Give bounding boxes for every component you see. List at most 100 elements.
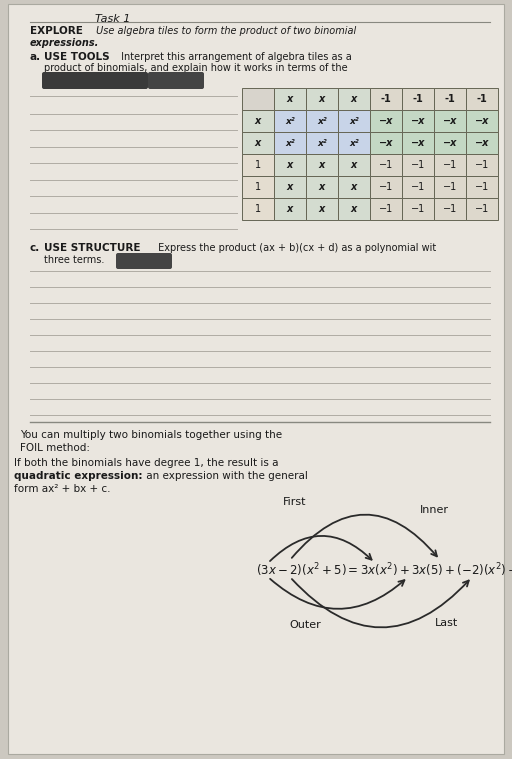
Text: expressions.: expressions. xyxy=(30,38,99,48)
Text: -1: -1 xyxy=(444,94,455,104)
Bar xyxy=(434,198,466,220)
Text: −1: −1 xyxy=(475,182,489,192)
Text: x: x xyxy=(287,94,293,104)
Text: −x: −x xyxy=(379,138,393,148)
Bar xyxy=(274,110,306,132)
Bar xyxy=(434,176,466,198)
Bar xyxy=(466,132,498,154)
Text: three terms.: three terms. xyxy=(44,255,104,265)
Text: −1: −1 xyxy=(475,204,489,214)
Text: −x: −x xyxy=(411,116,425,126)
FancyBboxPatch shape xyxy=(8,4,504,754)
Text: −1: −1 xyxy=(379,182,393,192)
Text: Task 1: Task 1 xyxy=(95,14,131,24)
Bar xyxy=(338,154,370,176)
Text: USE TOOLS: USE TOOLS xyxy=(44,52,110,62)
Bar xyxy=(402,132,434,154)
Text: x²: x² xyxy=(285,138,295,147)
Bar xyxy=(242,110,274,132)
Text: x: x xyxy=(287,182,293,192)
Text: FOIL method:: FOIL method: xyxy=(20,443,90,453)
Bar xyxy=(434,132,466,154)
FancyBboxPatch shape xyxy=(42,72,148,89)
Text: a.: a. xyxy=(30,52,41,62)
Bar xyxy=(274,88,306,110)
Text: Distributive Property: Distributive Property xyxy=(48,77,128,86)
Text: Last: Last xyxy=(435,618,458,628)
Text: −1: −1 xyxy=(411,182,425,192)
Text: CSS SMP 5: CSS SMP 5 xyxy=(154,77,195,86)
Bar xyxy=(306,176,338,198)
Bar xyxy=(402,154,434,176)
Text: c.: c. xyxy=(30,243,40,253)
Text: x: x xyxy=(287,204,293,214)
Bar xyxy=(338,110,370,132)
Text: −x: −x xyxy=(443,116,457,126)
Text: x: x xyxy=(255,116,261,126)
Text: −1: −1 xyxy=(411,204,425,214)
Text: −1: −1 xyxy=(443,204,457,214)
Text: x²: x² xyxy=(349,138,359,147)
Text: x²: x² xyxy=(317,116,327,125)
Text: x: x xyxy=(255,138,261,148)
Text: Use algebra tiles to form the product of two binomial: Use algebra tiles to form the product of… xyxy=(93,26,356,36)
Bar xyxy=(370,198,402,220)
Text: Interpret this arrangement of algebra tiles as a: Interpret this arrangement of algebra ti… xyxy=(118,52,352,62)
FancyBboxPatch shape xyxy=(116,253,172,269)
Bar xyxy=(274,176,306,198)
Text: $(3x-2)(x^2+5)=3x(x^2)+3x(5)+(-2)(x^2)+(-2)(5)$: $(3x-2)(x^2+5)=3x(x^2)+3x(5)+(-2)(x^2)+(… xyxy=(256,561,512,579)
Bar xyxy=(466,154,498,176)
Bar xyxy=(370,176,402,198)
Bar xyxy=(306,198,338,220)
Text: −1: −1 xyxy=(475,160,489,170)
Text: x: x xyxy=(351,160,357,170)
Bar xyxy=(338,176,370,198)
Text: −x: −x xyxy=(443,138,457,148)
Text: x: x xyxy=(351,94,357,104)
Text: 1: 1 xyxy=(255,204,261,214)
Text: x²: x² xyxy=(317,138,327,147)
Bar xyxy=(306,132,338,154)
Text: quadratic expression:: quadratic expression: xyxy=(14,471,142,481)
Text: 1: 1 xyxy=(255,160,261,170)
FancyBboxPatch shape xyxy=(148,72,204,89)
Text: an expression with the general: an expression with the general xyxy=(143,471,308,481)
Text: You can multiply two binomials together using the: You can multiply two binomials together … xyxy=(20,430,282,440)
Text: −1: −1 xyxy=(379,160,393,170)
Text: −1: −1 xyxy=(443,160,457,170)
Text: x: x xyxy=(319,160,325,170)
Bar xyxy=(274,198,306,220)
Text: x²: x² xyxy=(349,116,359,125)
Text: 1: 1 xyxy=(255,182,261,192)
Text: −x: −x xyxy=(379,116,393,126)
Bar xyxy=(370,132,402,154)
Text: EXPLORE: EXPLORE xyxy=(30,26,83,36)
Bar xyxy=(306,88,338,110)
Bar xyxy=(402,110,434,132)
Text: If both the binomials have degree 1, the result is a: If both the binomials have degree 1, the… xyxy=(14,458,279,468)
Bar xyxy=(338,132,370,154)
Bar xyxy=(242,154,274,176)
Bar xyxy=(274,154,306,176)
Text: x: x xyxy=(319,204,325,214)
Text: −x: −x xyxy=(475,138,489,148)
Bar xyxy=(434,88,466,110)
Text: x: x xyxy=(287,160,293,170)
Bar xyxy=(370,154,402,176)
Bar xyxy=(242,88,274,110)
Text: −x: −x xyxy=(411,138,425,148)
Text: product of binomials, and explain how it works in terms of the: product of binomials, and explain how it… xyxy=(44,63,348,73)
Text: −1: −1 xyxy=(379,204,393,214)
Text: First: First xyxy=(283,497,307,507)
Bar xyxy=(466,198,498,220)
Bar xyxy=(338,88,370,110)
Bar xyxy=(434,154,466,176)
Bar xyxy=(434,110,466,132)
Text: −1: −1 xyxy=(411,160,425,170)
Text: x²: x² xyxy=(285,116,295,125)
Text: x: x xyxy=(351,204,357,214)
Bar xyxy=(306,154,338,176)
Text: −1: −1 xyxy=(443,182,457,192)
Bar xyxy=(466,88,498,110)
Bar xyxy=(242,198,274,220)
